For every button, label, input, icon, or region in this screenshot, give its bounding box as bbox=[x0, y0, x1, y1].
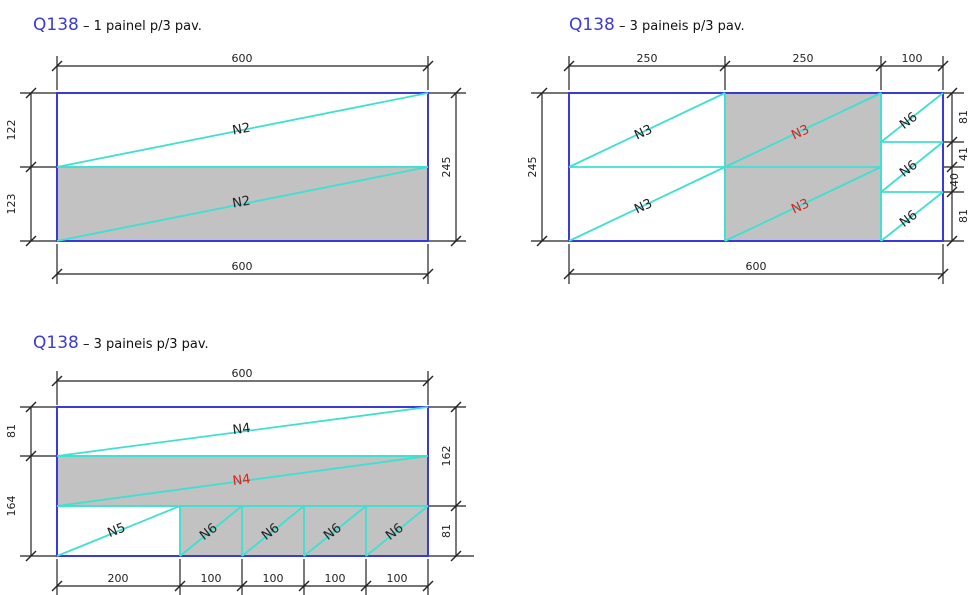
diagram-1-panel-upper-label: N2 bbox=[231, 121, 251, 139]
diagram-2: Q138 – 3 paineis p/3 pav. 250 250 100 60… bbox=[526, 15, 970, 284]
diagram-2-dim-top: 250 250 100 bbox=[563, 52, 949, 90]
diagram-2-dim-right-1: 81 bbox=[957, 110, 970, 124]
diagram-1-dim-bottom: 600 bbox=[51, 244, 434, 284]
diagram-3-dim-right-upper: 162 bbox=[440, 446, 453, 467]
diagram-3-dim-left: 81 164 bbox=[5, 401, 57, 562]
diagram-2-dim-right-3: 40 bbox=[948, 173, 961, 187]
diagram-3-title-code: Q138 bbox=[33, 333, 79, 353]
diagram-3-dim-bottom-5: 100 bbox=[387, 572, 408, 585]
diagram-1-title-desc: – 1 painel p/3 pav. bbox=[79, 19, 202, 34]
diagram-3-dim-right-lower: 81 bbox=[440, 524, 453, 538]
diagram-2-dim-top-1: 250 bbox=[637, 52, 658, 65]
diagram-1-dim-right: 245 bbox=[428, 87, 466, 247]
diagram-1-dim-top-label: 600 bbox=[232, 52, 253, 65]
diagram-2-dim-bottom-label: 600 bbox=[746, 260, 767, 273]
diagram-3-title: Q138 – 3 paineis p/3 pav. bbox=[33, 333, 209, 353]
diagram-1-dim-top: 600 bbox=[51, 52, 434, 90]
diagram-2-dim-right: 81 41 40 81 bbox=[943, 87, 970, 247]
diagram-3-title-desc: – 3 paineis p/3 pav. bbox=[79, 337, 209, 352]
diagram-2-dim-left: 245 bbox=[526, 87, 569, 247]
diagram-2-dim-top-3: 100 bbox=[902, 52, 923, 65]
diagram-1-dim-bottom-label: 600 bbox=[232, 260, 253, 273]
diagram-2-dim-top-2: 250 bbox=[793, 52, 814, 65]
diagram-2-dim-bottom: 600 bbox=[563, 244, 949, 284]
diagram-3-dim-bottom-3: 100 bbox=[263, 572, 284, 585]
diagram-1-title-code: Q138 bbox=[33, 15, 79, 35]
diagram-1-dim-left-upper: 122 bbox=[5, 120, 18, 141]
diagram-3-dim-bottom-4: 100 bbox=[325, 572, 346, 585]
diagram-1-diagonal-lower bbox=[56, 166, 429, 242]
diagram-2-title-code: Q138 bbox=[569, 15, 615, 35]
diagram-2-panel-b-upper-label: N3 bbox=[789, 122, 812, 143]
diagram-3-dim-top: 600 bbox=[51, 367, 434, 405]
diagram-3-dim-bottom-2: 100 bbox=[201, 572, 222, 585]
diagram-2-panel-a-lower-label: N3 bbox=[632, 196, 655, 217]
diagram-2-dim-left-label: 245 bbox=[526, 157, 539, 178]
diagram-1-dim-left: 122 123 bbox=[5, 87, 57, 247]
diagram-1: Q138 – 1 painel p/3 pav. 600 600 bbox=[5, 15, 466, 284]
diagram-2-panel-c-3-label: N6 bbox=[897, 208, 920, 231]
diagram-3-dim-bottom: 200 100 100 100 100 bbox=[51, 559, 434, 595]
diagram-3: Q138 – 3 paineis p/3 pav. 600 81 164 bbox=[5, 333, 474, 595]
diagram-3-panel-mid-label: N4 bbox=[232, 472, 252, 489]
diagram-2-panel-a-upper-label: N3 bbox=[632, 122, 655, 143]
diagram-3-dim-right: 162 81 bbox=[428, 401, 474, 562]
diagram-3-dim-bottom-1: 200 bbox=[108, 572, 129, 585]
diagram-1-dim-right-label: 245 bbox=[440, 157, 453, 178]
diagram-3-dim-left-upper: 81 bbox=[5, 424, 18, 438]
diagram-3-dim-top-label: 600 bbox=[232, 367, 253, 380]
diagram-1-panel-lower-label: N2 bbox=[231, 194, 251, 212]
diagram-2-dim-right-4: 81 bbox=[957, 209, 970, 223]
diagram-2-panel-b-lower-label: N3 bbox=[789, 196, 812, 217]
diagram-1-dim-left-lower: 123 bbox=[5, 194, 18, 215]
diagram-2-title: Q138 – 3 paineis p/3 pav. bbox=[569, 15, 745, 35]
diagram-3-dim-left-lower: 164 bbox=[5, 496, 18, 517]
diagram-2-title-desc: – 3 paineis p/3 pav. bbox=[615, 19, 745, 34]
diagram-3-panel-n5-label: N5 bbox=[106, 520, 128, 541]
diagram-1-title: Q138 – 1 painel p/3 pav. bbox=[33, 15, 202, 35]
diagram-1-diagonal-upper bbox=[56, 92, 429, 168]
diagram-3-panel-top-label: N4 bbox=[232, 421, 252, 438]
diagram-2-dim-right-2: 41 bbox=[957, 147, 970, 161]
